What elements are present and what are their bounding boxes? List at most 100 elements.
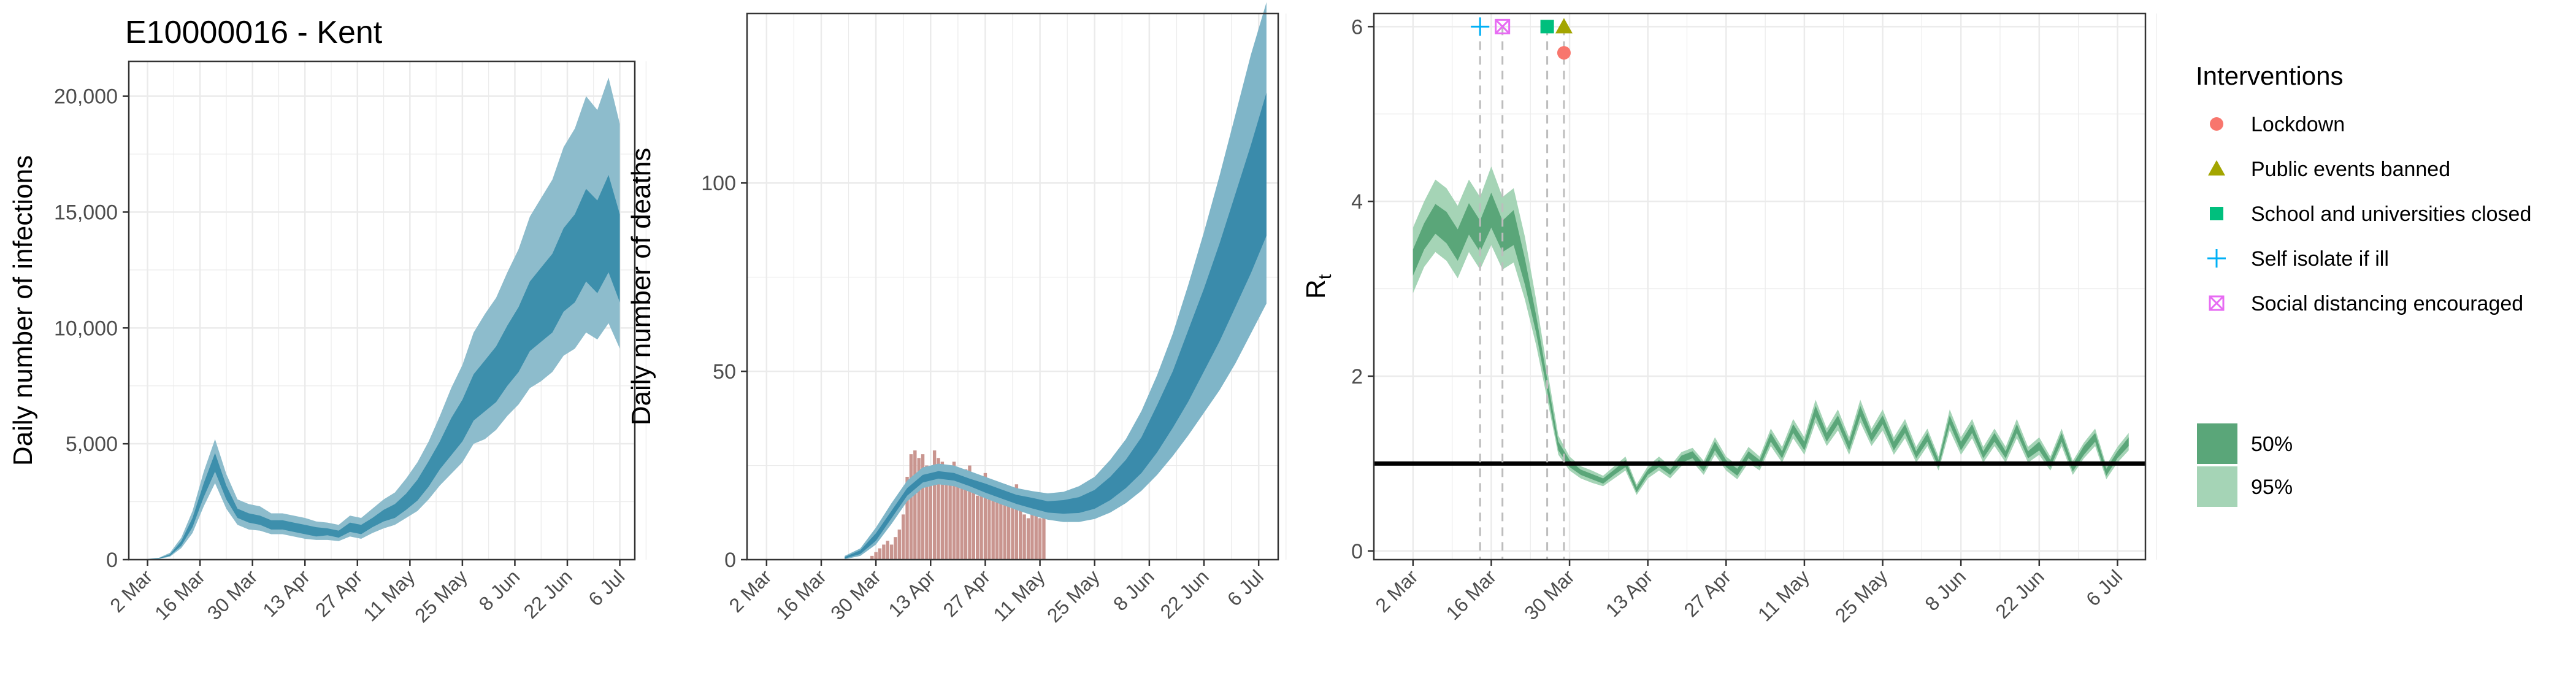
- death-bar: [897, 529, 902, 560]
- death-bar: [1022, 514, 1026, 560]
- y-axis-label-subscript: t: [1315, 274, 1335, 279]
- legend-title: Interventions: [2196, 61, 2343, 90]
- public_events-marker: [1555, 18, 1573, 34]
- legend-ci-label: 50%: [2251, 433, 2293, 456]
- y-tick-label: 5,000: [66, 433, 118, 456]
- panel-border: [1373, 12, 2147, 561]
- x-tick-label: 16 Mar: [772, 565, 830, 624]
- death-bar: [987, 492, 991, 560]
- death-bar: [1038, 518, 1042, 560]
- deaths-50-band: [845, 92, 1267, 559]
- lockdown-marker: [1557, 46, 1571, 60]
- y-axis-label: Daily number of deaths: [626, 148, 656, 425]
- death-bar: [870, 555, 874, 560]
- x-tick-label: 2 Mar: [1371, 565, 1422, 617]
- death-bar: [1003, 484, 1006, 560]
- deaths-95-band: [845, 2, 1267, 560]
- panel-border: [746, 12, 1279, 561]
- x-tick-label: 13 Apr: [258, 565, 314, 621]
- death-bar: [1042, 514, 1046, 560]
- x-tick-label: 22 Jun: [1991, 565, 2048, 622]
- x-tick-label: 30 Mar: [203, 565, 262, 624]
- legend-self_isolate-key: [2207, 249, 2226, 268]
- x-tick-label: 8 Jun: [1920, 565, 1970, 615]
- infections-50-band: [147, 175, 620, 560]
- death-bar: [964, 469, 968, 560]
- death-bar: [882, 544, 886, 560]
- x-tick-label: 6 Jul: [2082, 565, 2126, 610]
- death-bar: [913, 450, 917, 560]
- x-tick-label: 25 May: [1043, 565, 1104, 627]
- x-tick-label: 8 Jun: [475, 565, 524, 615]
- rt-50-band: [1413, 192, 2129, 493]
- x-tick-label: 25 May: [410, 565, 472, 627]
- death-bar: [905, 476, 909, 560]
- legend-item-label: Public events banned: [2251, 158, 2450, 181]
- y-tick-label: 2: [1351, 365, 1363, 388]
- rt-95-band: [1413, 166, 2129, 495]
- x-tick-label: 27 Apr: [1679, 565, 1735, 621]
- self_isolate-marker: [1471, 17, 1490, 36]
- schools-marker: [1540, 20, 1554, 34]
- death-bar: [921, 454, 925, 560]
- death-bar: [1034, 514, 1038, 560]
- legend-ci-95%-swatch: [2197, 466, 2237, 507]
- x-tick-label: 6 Jul: [584, 565, 629, 610]
- death-bar: [979, 476, 983, 560]
- death-bar: [952, 461, 956, 560]
- death-bar: [999, 492, 1003, 560]
- y-tick-label: 15,000: [54, 201, 118, 224]
- death-bar: [1026, 518, 1030, 560]
- death-bar: [925, 465, 929, 560]
- y-axis-label: Daily number of infections: [8, 155, 38, 466]
- social_distancing-marker: [1495, 18, 1511, 34]
- x-tick-label: 11 May: [1754, 565, 1814, 625]
- legend: Interventions Lockdown Public events banne…: [2196, 61, 2531, 507]
- death-bar: [991, 480, 995, 560]
- x-tick-label: 22 Jun: [519, 565, 577, 622]
- x-tick-label: 13 Apr: [1601, 565, 1657, 621]
- x-tick-label: 8 Jun: [1109, 565, 1159, 615]
- death-bar: [929, 469, 932, 560]
- death-bar: [995, 499, 999, 560]
- x-tick-label: 27 Apr: [311, 565, 367, 621]
- death-bar: [889, 544, 894, 560]
- legend-ci-50%-swatch: [2197, 423, 2237, 464]
- y-axis-label: Rt: [1301, 274, 1335, 299]
- y-tick-label: 6: [1351, 15, 1363, 39]
- y-tick-label: 10,000: [54, 317, 118, 340]
- death-bar: [1006, 503, 1011, 560]
- death-bar: [983, 473, 987, 560]
- y-tick-label: 0: [724, 549, 736, 572]
- panel-border: [128, 60, 636, 561]
- x-tick-label: 2 Mar: [724, 565, 776, 617]
- death-bar: [975, 495, 979, 560]
- x-tick-label: 11 May: [989, 565, 1049, 625]
- death-bar: [1030, 511, 1034, 560]
- x-tick-label: 30 Mar: [826, 565, 885, 624]
- y-tick-label: 50: [713, 360, 736, 384]
- legend-item-label: School and universities closed: [2251, 203, 2531, 226]
- death-bar: [917, 458, 921, 560]
- legend-ci-label: 95%: [2251, 476, 2293, 499]
- legend-schools-key: [2210, 207, 2223, 220]
- death-bar: [960, 488, 964, 560]
- x-tick-label: 13 Apr: [884, 565, 940, 621]
- legend-social_distancing-key: [2209, 295, 2225, 311]
- x-tick-label: 6 Jul: [1223, 565, 1268, 610]
- death-bar: [940, 461, 945, 560]
- death-bar: [1019, 507, 1022, 560]
- y-tick-label: 0: [1351, 540, 1363, 563]
- rt-panel: 0 2 4 6 2 Mar 16 Mar 30 Mar 13 Apr 27 Apr 11 May 2…: [1301, 12, 2157, 627]
- death-bar: [948, 465, 952, 560]
- x-tick-label: 2 Mar: [105, 565, 157, 617]
- death-bar: [878, 548, 882, 560]
- death-bar: [901, 514, 905, 560]
- death-bar: [909, 454, 913, 560]
- legend-item-label: Lockdown: [2251, 113, 2345, 136]
- death-bar: [937, 458, 940, 560]
- x-tick-label: 11 May: [359, 565, 419, 625]
